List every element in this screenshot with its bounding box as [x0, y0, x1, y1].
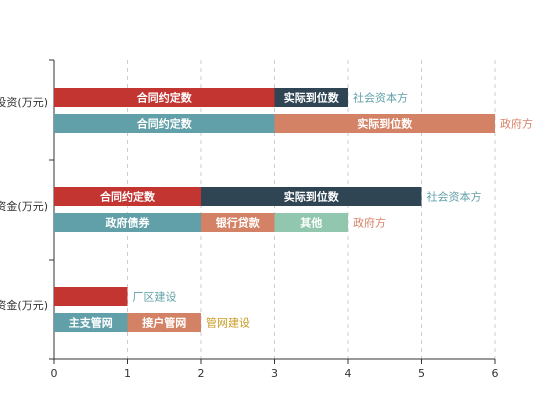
bar-segment	[274, 114, 495, 133]
bar-segment	[274, 88, 348, 107]
bar-segment-label: 合同约定数	[100, 190, 156, 204]
bar-segment-label: 接户管网	[142, 316, 186, 330]
x-tick-label: 2	[198, 367, 205, 380]
y-category-label: 资金(万元)	[0, 199, 48, 213]
bar-segment	[54, 213, 201, 232]
bar-segment-label: 合同约定数	[137, 91, 193, 105]
bar-segment	[201, 213, 275, 232]
bar-segment	[54, 287, 128, 306]
bar-end-label: 社会资本方	[427, 190, 482, 204]
bar-segment-label: 实际到位数	[284, 190, 340, 204]
bar-segment	[54, 114, 275, 133]
y-category-label: 投资(万元)	[0, 95, 48, 109]
y-category-label: 资金(万元)	[0, 298, 48, 312]
bar-end-label: 厂区建设	[133, 290, 177, 304]
bar-segment-label: 其他	[300, 216, 322, 230]
x-tick-label: 5	[418, 367, 425, 380]
x-tick-label: 6	[492, 367, 499, 380]
bar-end-label: 政府方	[500, 117, 533, 131]
bar-segment	[127, 313, 201, 332]
bar-segment	[201, 187, 422, 206]
x-tick-label: 3	[271, 367, 278, 380]
bar-end-label: 社会资本方	[353, 91, 408, 105]
bar-segment	[54, 313, 128, 332]
bar-segment-label: 银行贷款	[216, 216, 261, 230]
bar-segment-label: 实际到位数	[284, 91, 340, 105]
x-tick-label: 0	[51, 367, 58, 380]
bar-segment	[54, 187, 201, 206]
bar-end-label: 政府方	[353, 216, 386, 230]
bar-segment-label: 主支管网	[69, 316, 113, 330]
bar-segment	[54, 88, 275, 107]
bar-end-label: 管网建设	[206, 316, 250, 330]
bar-segment-label: 政府债券	[106, 216, 151, 230]
bar-segment-label: 实际到位数	[357, 117, 413, 131]
x-tick-label: 4	[345, 367, 352, 380]
bar-segment	[274, 213, 348, 232]
bar-segment-label: 合同约定数	[137, 117, 193, 131]
x-tick-label: 1	[124, 367, 131, 380]
